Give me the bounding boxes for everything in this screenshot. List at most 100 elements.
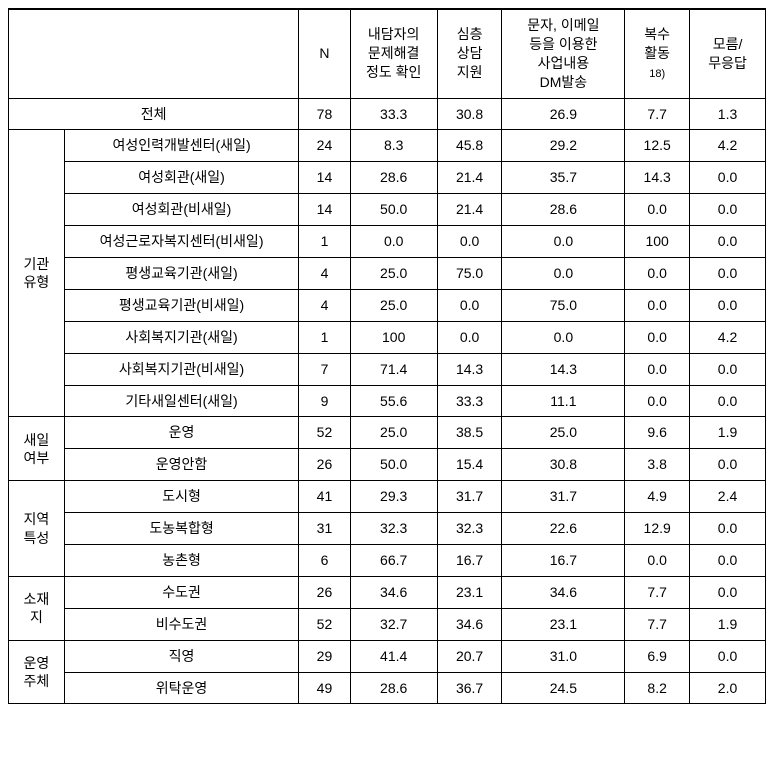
data-cell: 34.6	[350, 576, 437, 608]
data-cell: 16.7	[502, 545, 625, 577]
data-cell: 31.7	[437, 481, 502, 513]
data-cell: 45.8	[437, 130, 502, 162]
data-cell: 0.0	[502, 226, 625, 258]
table-row: 새일여부운영5225.038.525.09.61.9	[9, 417, 766, 449]
data-cell: 7.7	[625, 98, 690, 130]
row-label: 도시형	[64, 481, 298, 513]
table-row: 여성근로자복지센터(비새일)10.00.00.01000.0	[9, 226, 766, 258]
data-cell: 12.9	[625, 513, 690, 545]
data-cell: 29.2	[502, 130, 625, 162]
data-cell: 50.0	[350, 194, 437, 226]
data-cell: 0.0	[690, 194, 766, 226]
data-cell: 4.2	[690, 321, 766, 353]
data-cell: 11.1	[502, 385, 625, 417]
table-row: 사회복지기관(새일)11000.00.00.04.2	[9, 321, 766, 353]
data-cell: 0.0	[502, 258, 625, 290]
data-cell: 1.9	[690, 608, 766, 640]
row-label: 위탁운영	[64, 672, 298, 704]
table-row: 도농복합형3132.332.322.612.90.0	[9, 513, 766, 545]
data-cell: 8.2	[625, 672, 690, 704]
row-n: 1	[299, 321, 350, 353]
data-cell: 20.7	[437, 640, 502, 672]
data-cell: 0.0	[690, 385, 766, 417]
total-label: 전체	[9, 98, 299, 130]
table-row: 소재지수도권2634.623.134.67.70.0	[9, 576, 766, 608]
table-row: 운영주체직영2941.420.731.06.90.0	[9, 640, 766, 672]
data-cell: 8.3	[350, 130, 437, 162]
data-cell: 75.0	[502, 289, 625, 321]
row-label: 평생교육기관(새일)	[64, 258, 298, 290]
data-cell: 12.5	[625, 130, 690, 162]
data-cell: 0.0	[625, 353, 690, 385]
row-n: 31	[299, 513, 350, 545]
data-cell: 0.0	[690, 289, 766, 321]
data-cell: 2.0	[690, 672, 766, 704]
row-label: 평생교육기관(비새일)	[64, 289, 298, 321]
data-cell: 0.0	[690, 258, 766, 290]
row-label: 비수도권	[64, 608, 298, 640]
data-cell: 26.9	[502, 98, 625, 130]
group-label: 운영주체	[9, 640, 65, 704]
data-cell: 31.7	[502, 481, 625, 513]
data-cell: 25.0	[350, 417, 437, 449]
header-col5: 모름/무응답	[690, 9, 766, 98]
data-cell: 34.6	[437, 608, 502, 640]
data-cell: 25.0	[502, 417, 625, 449]
row-n: 14	[299, 162, 350, 194]
table-row: 여성회관(새일)1428.621.435.714.30.0	[9, 162, 766, 194]
header-row: N 내담자의문제해결정도 확인 심층상담지원 문자, 이메일등을 이용한사업내용…	[9, 9, 766, 98]
group-label: 새일여부	[9, 417, 65, 481]
data-cell: 55.6	[350, 385, 437, 417]
data-cell: 0.0	[690, 513, 766, 545]
data-cell: 23.1	[437, 576, 502, 608]
header-col2: 심층상담지원	[437, 9, 502, 98]
row-label: 여성근로자복지센터(비새일)	[64, 226, 298, 258]
data-cell: 36.7	[437, 672, 502, 704]
row-label: 운영	[64, 417, 298, 449]
group-label: 기관유형	[9, 130, 65, 417]
data-cell: 1.3	[690, 98, 766, 130]
header-col1: 내담자의문제해결정도 확인	[350, 9, 437, 98]
data-cell: 28.6	[502, 194, 625, 226]
data-cell: 0.0	[690, 449, 766, 481]
row-label: 여성회관(새일)	[64, 162, 298, 194]
row-n: 49	[299, 672, 350, 704]
data-cell: 22.6	[502, 513, 625, 545]
data-cell: 50.0	[350, 449, 437, 481]
data-cell: 29.3	[350, 481, 437, 513]
data-cell: 100	[625, 226, 690, 258]
data-cell: 100	[350, 321, 437, 353]
data-cell: 7.7	[625, 576, 690, 608]
table-row: 농촌형666.716.716.70.00.0	[9, 545, 766, 577]
data-cell: 32.7	[350, 608, 437, 640]
data-cell: 0.0	[437, 289, 502, 321]
row-n: 26	[299, 449, 350, 481]
row-n: 41	[299, 481, 350, 513]
data-cell: 7.7	[625, 608, 690, 640]
data-cell: 0.0	[625, 545, 690, 577]
data-cell: 3.8	[625, 449, 690, 481]
data-cell: 24.5	[502, 672, 625, 704]
data-cell: 30.8	[437, 98, 502, 130]
data-cell: 33.3	[437, 385, 502, 417]
data-cell: 71.4	[350, 353, 437, 385]
row-label: 농촌형	[64, 545, 298, 577]
group-label: 소재지	[9, 576, 65, 640]
data-cell: 0.0	[690, 353, 766, 385]
group-label: 지역특성	[9, 481, 65, 577]
table-row: 운영안함2650.015.430.83.80.0	[9, 449, 766, 481]
total-row: 전체 78 33.3 30.8 26.9 7.7 1.3	[9, 98, 766, 130]
data-cell: 41.4	[350, 640, 437, 672]
header-col4: 복수활동18)	[625, 9, 690, 98]
data-cell: 15.4	[437, 449, 502, 481]
data-cell: 0.0	[690, 226, 766, 258]
data-cell: 0.0	[350, 226, 437, 258]
data-cell: 31.0	[502, 640, 625, 672]
data-cell: 16.7	[437, 545, 502, 577]
data-cell: 38.5	[437, 417, 502, 449]
data-cell: 25.0	[350, 289, 437, 321]
data-cell: 2.4	[690, 481, 766, 513]
row-n: 14	[299, 194, 350, 226]
data-cell: 4.9	[625, 481, 690, 513]
data-cell: 0.0	[625, 385, 690, 417]
